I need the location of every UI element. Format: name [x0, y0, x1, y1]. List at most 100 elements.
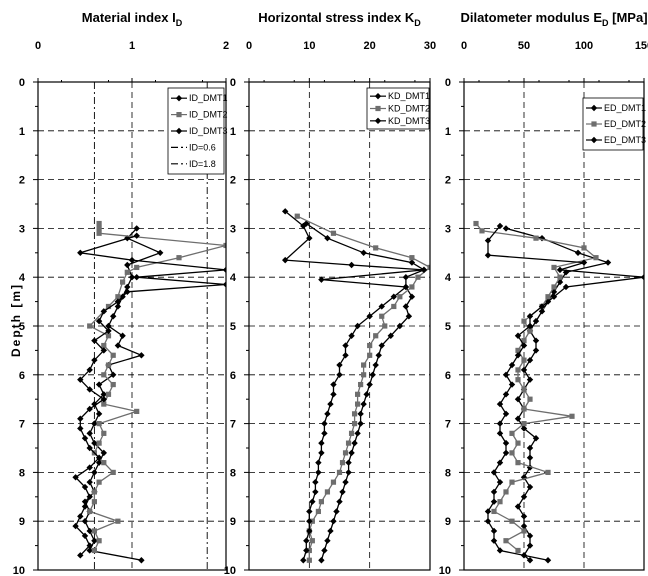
- data-point: [502, 225, 510, 232]
- data-point: [77, 513, 84, 520]
- data-point: [114, 298, 122, 305]
- data-point: [532, 337, 540, 344]
- data-point: [351, 439, 358, 447]
- data-point: [282, 256, 289, 264]
- chart-panel-2: Horizontal stress index KD 0 10 20 30 0 1 2 3 4 5 6…: [224, 10, 436, 576]
- data-point: [91, 420, 98, 427]
- data-point: [330, 479, 337, 485]
- y-tick-label: 0: [445, 77, 451, 89]
- data-point: [86, 464, 93, 471]
- data-point: [342, 352, 349, 359]
- legend: KD_DMT1 KD_DMT2 KD_DMT3: [366, 87, 430, 130]
- data-point: [86, 547, 93, 554]
- series-line: [283, 210, 425, 561]
- data-point: [514, 332, 522, 339]
- data-point: [86, 430, 93, 437]
- data-point: [502, 449, 510, 457]
- data-point: [128, 274, 136, 281]
- data-point: [87, 323, 93, 329]
- data-point: [306, 518, 313, 525]
- data-point: [420, 266, 428, 274]
- legend-marker: [175, 95, 183, 102]
- legend-marker: [175, 127, 183, 135]
- data-point: [526, 483, 534, 491]
- y-tick-label: 1: [445, 126, 451, 138]
- data-point: [138, 352, 145, 359]
- x-tick-label: 2: [223, 40, 229, 52]
- data-point: [490, 527, 498, 535]
- data-point: [318, 439, 325, 447]
- y-tick-label: 9: [445, 516, 451, 528]
- data-point: [223, 242, 226, 249]
- data-point: [119, 332, 126, 339]
- y-tick-label: 2: [230, 175, 236, 187]
- data-point: [373, 333, 379, 339]
- data-point: [86, 478, 93, 486]
- data-point: [100, 396, 107, 403]
- data-point: [556, 266, 564, 274]
- data-point: [157, 249, 164, 256]
- data-point: [405, 313, 413, 320]
- data-point: [330, 230, 337, 236]
- data-point: [100, 391, 107, 398]
- y-tick-label: 3: [230, 223, 236, 235]
- data-point: [96, 538, 102, 544]
- data-point: [133, 225, 140, 232]
- data-point: [303, 547, 310, 554]
- y-tick-label: 7: [19, 419, 25, 431]
- legend-label: KD_DMT3: [388, 116, 430, 126]
- y-tick-label: 9: [19, 516, 25, 528]
- data-point: [551, 264, 557, 271]
- data-point: [515, 440, 521, 446]
- x-tick-label: 100: [575, 40, 593, 52]
- data-point: [409, 255, 415, 261]
- y-tick-label: 1: [19, 126, 25, 138]
- legend-label: ID_DMT2: [189, 110, 228, 120]
- y-tick-label: 10: [13, 565, 25, 576]
- data-point: [324, 234, 331, 242]
- data-point: [105, 391, 112, 397]
- data-point: [339, 488, 346, 496]
- data-point: [502, 439, 510, 447]
- series-line: [297, 215, 430, 561]
- data-point: [309, 538, 315, 544]
- legend-label: ED_DMT2: [604, 119, 646, 129]
- data-point: [315, 459, 322, 466]
- data-point: [91, 499, 97, 505]
- y-tick-label: 0: [230, 77, 236, 89]
- data-point: [324, 489, 331, 495]
- data-point: [101, 342, 107, 349]
- y-tick-label: 7: [230, 419, 236, 431]
- data-point: [77, 376, 84, 383]
- data-point: [479, 228, 485, 234]
- y-tick-label: 5: [19, 321, 25, 333]
- y-tick-label: 5: [230, 321, 236, 333]
- data-point: [315, 508, 321, 515]
- data-point: [514, 352, 522, 359]
- data-point: [110, 352, 116, 358]
- data-point: [101, 372, 107, 378]
- data-point: [521, 406, 527, 412]
- data-point: [95, 381, 103, 388]
- legend: ID_DMT1 ID_DMT2 ID_DMT3 ID=0.6 ID=1.8: [167, 87, 228, 175]
- data-point: [105, 303, 112, 310]
- data-point: [124, 261, 131, 269]
- data-point: [514, 415, 522, 422]
- data-point: [367, 342, 373, 349]
- data-point: [508, 381, 516, 388]
- data-point: [348, 449, 355, 457]
- data-point: [503, 489, 509, 495]
- data-point: [115, 518, 121, 524]
- data-point: [124, 288, 131, 296]
- data-point: [134, 408, 140, 414]
- data-point: [96, 220, 102, 227]
- data-point: [124, 283, 131, 291]
- data-point: [373, 245, 379, 251]
- data-point: [391, 303, 397, 310]
- data-point: [369, 371, 376, 378]
- data-point: [351, 421, 358, 427]
- data-point: [300, 557, 307, 564]
- data-point: [91, 356, 98, 364]
- plot-frame: [37, 81, 227, 571]
- data-point: [521, 318, 527, 324]
